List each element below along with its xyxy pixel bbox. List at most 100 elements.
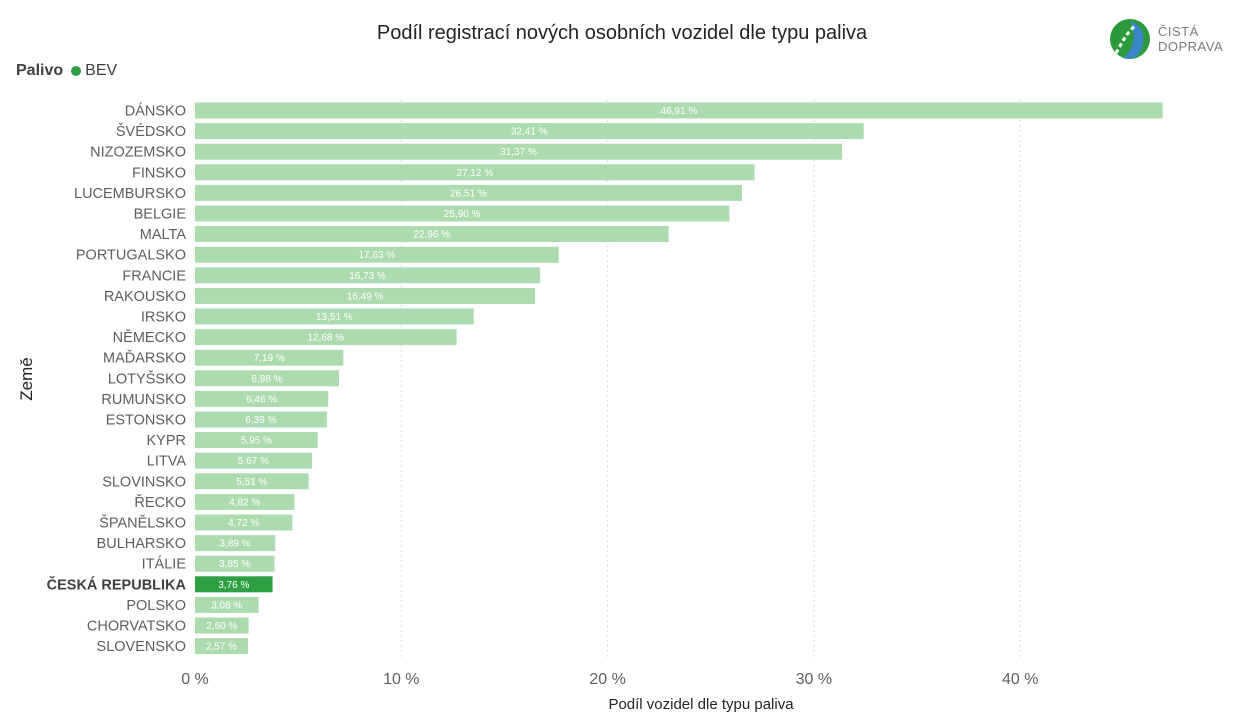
x-tick-label: 20 % <box>589 671 625 688</box>
chart-title: Podíl registrací nových osobních vozidel… <box>376 22 868 44</box>
bar-value-label: 5,51 % <box>236 477 267 488</box>
bar[interactable] <box>195 493 295 510</box>
category-label: NIZOZEMSKO <box>90 145 186 161</box>
category-label: BELGIE <box>134 207 187 223</box>
bar[interactable] <box>195 308 474 325</box>
bar-value-label: 7,19 % <box>254 353 285 364</box>
bar-value-label: 2,60 % <box>206 621 237 632</box>
legend-series-label[interactable]: BEV <box>85 62 118 79</box>
bar[interactable] <box>195 638 249 655</box>
bar-value-label: 3,08 % <box>211 600 242 611</box>
bar-value-label: 5,95 % <box>241 436 272 447</box>
bar[interactable] <box>195 102 1163 119</box>
category-label: ŠVÉDSKO <box>116 123 186 140</box>
category-label: ITÁLIE <box>142 556 187 573</box>
category-label: CHORVATSKO <box>87 619 186 635</box>
bar[interactable] <box>195 576 273 593</box>
category-label: ŘECKO <box>134 494 186 511</box>
brand-name: ČISTÁ DOPRAVA <box>1158 24 1223 54</box>
category-label: ŠPANĚLSKO <box>99 515 186 532</box>
category-label: KYPR <box>147 433 187 449</box>
bar-value-label: 3,76 % <box>218 580 249 591</box>
bar-value-label: 4,82 % <box>229 497 260 508</box>
x-tick-label: 40 % <box>1002 671 1038 688</box>
bar-value-label: 16,49 % <box>347 291 384 302</box>
bar[interactable] <box>195 205 730 222</box>
bar[interactable] <box>195 329 457 346</box>
bar-value-label: 12,68 % <box>307 333 344 344</box>
x-axis-ticks: 0 % 10 % 20 % 30 % 40 % <box>181 671 1038 688</box>
bar[interactable] <box>195 514 293 531</box>
bar[interactable] <box>195 184 742 201</box>
category-label: IRSKO <box>141 310 186 326</box>
bar[interactable] <box>195 370 339 387</box>
bar[interactable] <box>195 349 344 366</box>
bar[interactable] <box>195 555 275 572</box>
bar-value-label: 3,85 % <box>219 559 250 570</box>
bar-value-label: 6,98 % <box>251 374 282 385</box>
bar-value-label: 27,12 % <box>456 168 493 179</box>
bar[interactable] <box>195 267 541 284</box>
bar[interactable] <box>195 123 864 140</box>
x-axis-title: Podíl vozidel dle typu paliva <box>608 696 794 713</box>
category-label: LOTYŠSKO <box>108 370 186 387</box>
bar[interactable] <box>195 452 312 469</box>
bars: 46,91 % 32,41 % 31,37 % 27,12 % 26,51 % 25,90… <box>195 102 1163 655</box>
category-label: ESTONSKO <box>106 413 186 429</box>
legend-dot-icon <box>71 66 82 76</box>
bar-value-label: 6,46 % <box>246 394 277 405</box>
bar[interactable] <box>195 143 843 160</box>
category-label: SLOVINSKO <box>102 474 186 490</box>
bar-value-label: 31,37 % <box>500 147 537 158</box>
brand-line-1: ČISTÁ <box>1158 24 1199 39</box>
x-tick-label: 10 % <box>383 671 419 688</box>
legend: Palivo BEV <box>16 62 117 80</box>
bar[interactable] <box>195 411 327 428</box>
bar[interactable] <box>195 246 559 263</box>
x-tick-label: 0 % <box>181 671 209 688</box>
bar-value-label: 46,91 % <box>661 106 698 117</box>
category-label: POLSKO <box>126 598 186 614</box>
gridlines <box>400 100 1021 660</box>
bar-value-label: 2,57 % <box>206 642 237 653</box>
bar[interactable] <box>195 226 669 243</box>
x-tick-label: 30 % <box>796 671 832 688</box>
bar-value-label: 6,39 % <box>245 415 276 426</box>
category-label: NĚMECKO <box>113 329 186 346</box>
category-label: RUMUNSKO <box>101 392 186 408</box>
bar-value-label: 3,89 % <box>220 539 251 550</box>
bar[interactable] <box>195 596 259 613</box>
category-label: FINSKO <box>132 165 186 181</box>
bar[interactable] <box>195 390 329 407</box>
category-label: MALTA <box>140 227 187 243</box>
category-label: ČESKÁ REPUBLIKA <box>47 575 187 593</box>
category-label: LITVA <box>147 454 187 470</box>
category-label: MAĎARSKO <box>103 350 186 367</box>
category-label: PORTUGALSKO <box>76 248 186 264</box>
bar[interactable] <box>195 164 755 181</box>
brand-logo: ČISTÁ DOPRAVA <box>1108 16 1238 62</box>
category-labels: DÁNSKO ŠVÉDSKO NIZOZEMSKO FINSKO LUCEMBURSKO… <box>47 103 187 656</box>
bar[interactable] <box>195 535 276 552</box>
category-label: LUCEMBURSKO <box>74 186 186 202</box>
category-label: SLOVENSKO <box>97 639 186 655</box>
bar[interactable] <box>195 287 536 304</box>
legend-title: Palivo <box>16 62 64 79</box>
brand-line-2: DOPRAVA <box>1158 39 1224 54</box>
road-leaf-icon <box>1110 19 1150 59</box>
bar[interactable] <box>195 617 249 634</box>
bar-value-label: 16,73 % <box>349 271 386 282</box>
bar-value-label: 26,51 % <box>450 188 487 199</box>
bar[interactable] <box>195 473 309 490</box>
bar-value-label: 17,63 % <box>359 250 396 261</box>
category-label: FRANCIE <box>122 268 186 284</box>
bar-value-label: 4,72 % <box>228 518 259 529</box>
bar-value-label: 22,96 % <box>413 230 450 241</box>
category-label: DÁNSKO <box>125 103 186 120</box>
category-label: RAKOUSKO <box>104 289 186 305</box>
bar-value-label: 13,51 % <box>316 312 353 323</box>
bar-value-label: 32,41 % <box>511 127 548 138</box>
bar[interactable] <box>195 432 318 449</box>
bar-value-label: 5,67 % <box>238 456 269 467</box>
